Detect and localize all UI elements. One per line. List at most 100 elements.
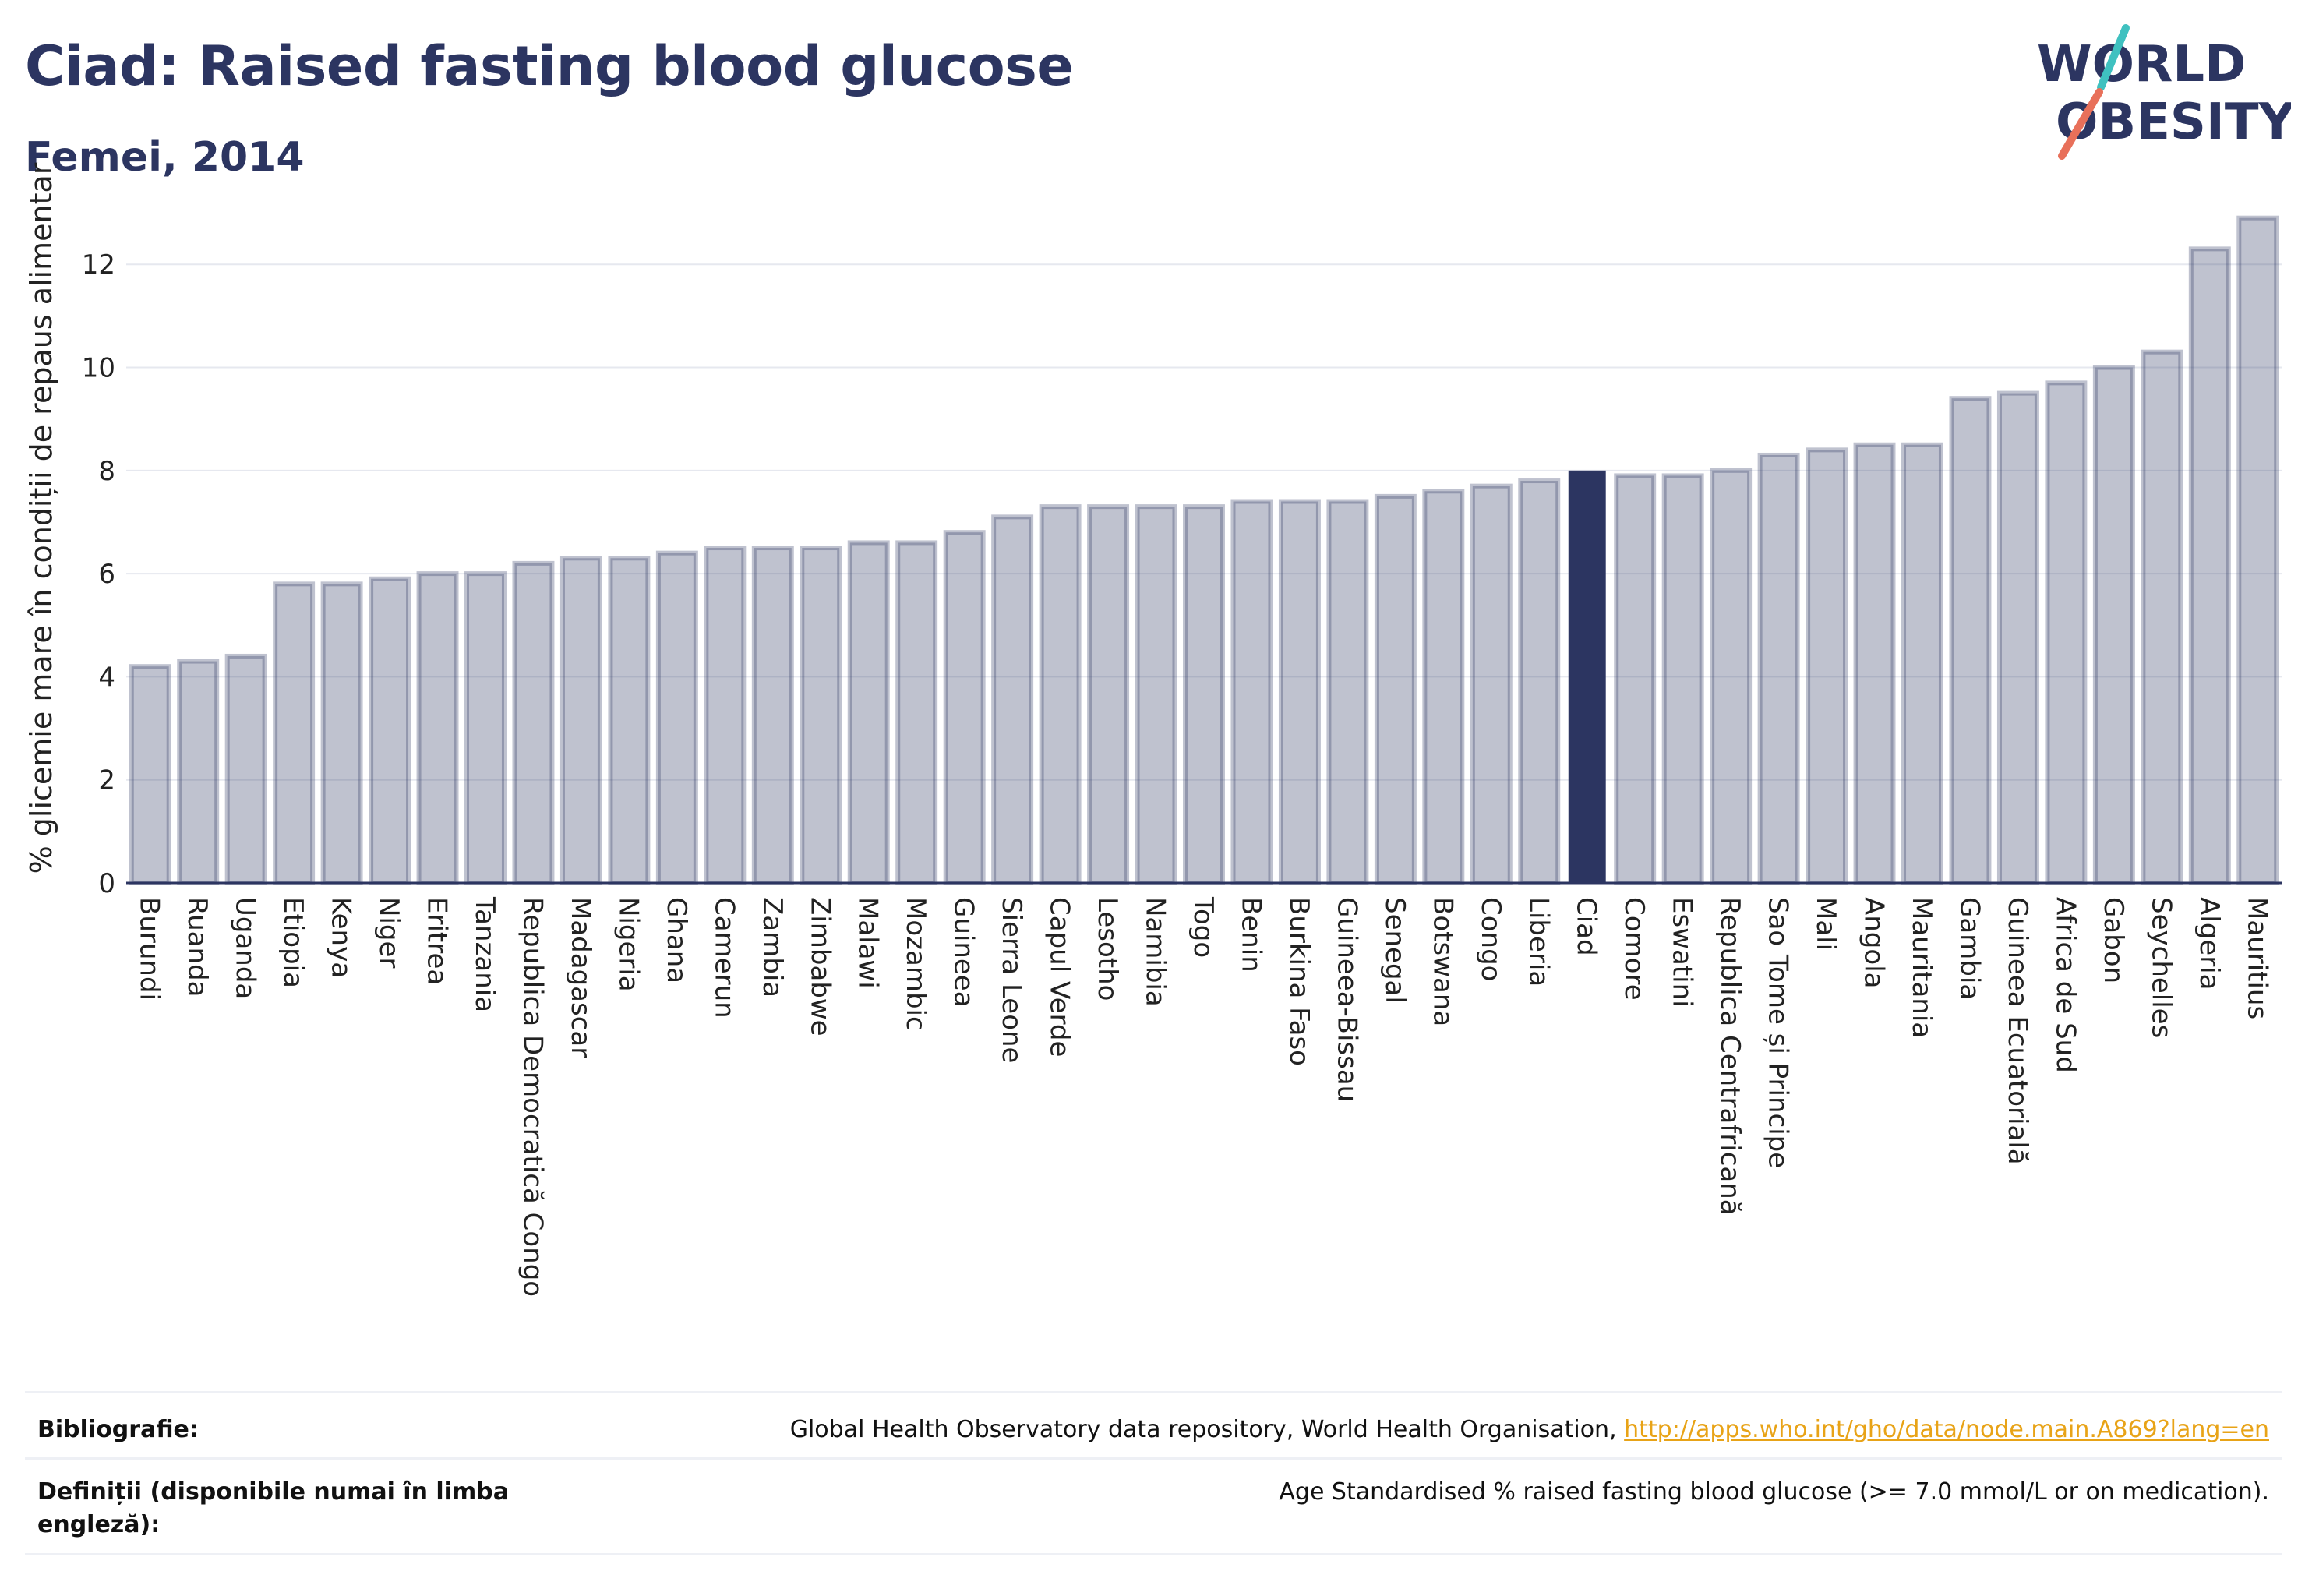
x-tick-label: Botswana — [1427, 897, 1458, 1026]
x-tick-label: Namibia — [1140, 897, 1171, 1007]
x-tick-label: Nigeria — [612, 897, 644, 992]
bar — [1949, 396, 1992, 885]
x-tick-label: Burkina Faso — [1283, 897, 1315, 1066]
x-tick-label: Algeria — [2194, 897, 2225, 990]
x-tick-label: Eritrea — [422, 897, 453, 985]
x-tick-label: Togo — [1188, 896, 1219, 958]
chart-title: Ciad: Raised fasting blood glucose — [25, 34, 1074, 98]
x-tick-label: Senegal — [1379, 897, 1410, 1004]
x-tick-label: Mauritania — [1906, 897, 1937, 1038]
x-tick-label: Kenya — [326, 897, 357, 978]
bars — [129, 215, 2279, 886]
axes: 0 2 4 6 8 10 12 Burundi Ruanda Uganda Etiopia Kenya… — [82, 249, 2282, 1297]
bar — [943, 530, 986, 885]
bar — [2236, 215, 2279, 885]
bibliography-link[interactable]: http://apps.who.int/gho/data/node.main.A… — [1624, 1416, 2269, 1443]
bar — [991, 514, 1034, 885]
bar — [751, 546, 794, 885]
bar — [1374, 493, 1417, 886]
definitions-label: Definiții (disponibile numai în limba en… — [37, 1478, 509, 1538]
world-obesity-logo: WORLD OBESITY — [2037, 24, 2291, 160]
footer-divider — [25, 1553, 2282, 1555]
logo-line1: WORLD — [2037, 36, 2246, 94]
bar — [320, 581, 363, 886]
bar — [1996, 390, 2039, 885]
logo-slash-top — [2097, 24, 2130, 91]
bibliography-label: Bibliografie: — [37, 1416, 199, 1443]
x-tick-label: Guineea-Bissau — [1331, 897, 1362, 1102]
x-tick-label: Burundi — [134, 897, 165, 1001]
bar — [2045, 380, 2088, 885]
bar — [2141, 349, 2183, 885]
bar — [800, 546, 842, 885]
x-tick-label: Madagascar — [565, 897, 596, 1058]
x-tick-label: Seychelles — [2145, 897, 2176, 1038]
x-tick-label: Republica Centrafricană — [1714, 897, 1746, 1216]
y-tick-label: 10 — [82, 353, 115, 384]
bar — [1518, 478, 1561, 885]
bar — [1614, 473, 1657, 885]
bar — [224, 653, 267, 885]
bar — [1901, 442, 1943, 885]
bar — [129, 664, 171, 886]
x-tick-label: Angola — [1858, 897, 1890, 988]
x-tick-label: Mali — [1810, 897, 1841, 951]
bar — [1757, 452, 1800, 885]
logo-slash-bottom — [2058, 88, 2103, 160]
x-tick-label: Eswatini — [1667, 897, 1698, 1008]
bar — [1135, 504, 1177, 885]
x-tick-label: Ghana — [661, 897, 692, 983]
x-tick-label: Capul Verde — [1044, 897, 1075, 1057]
bar — [1470, 483, 1513, 885]
x-tick-label: Niger — [373, 897, 404, 968]
bar — [1087, 504, 1130, 885]
bar — [1806, 447, 1848, 885]
bar — [608, 556, 651, 885]
x-tick-label: Zambia — [757, 897, 788, 998]
bar — [895, 540, 938, 886]
bar — [1326, 499, 1369, 886]
x-tick-label: Uganda — [230, 897, 261, 999]
x-tick-label: Mozambic — [900, 897, 931, 1031]
x-tick-label: Africa de Sud — [2049, 897, 2081, 1073]
bar — [464, 571, 507, 885]
bar — [847, 540, 890, 886]
y-axis-title: % glicemie mare în condiții de repaus al… — [24, 162, 58, 874]
grid-lines — [126, 263, 2282, 781]
bar — [416, 571, 459, 885]
bar — [273, 581, 316, 886]
footer-divider — [25, 1457, 2282, 1460]
bar — [1661, 473, 1704, 885]
bar — [655, 550, 698, 885]
x-tick-label: Mauritius — [2241, 897, 2272, 1019]
bar-highlighted — [1568, 470, 1606, 883]
bar — [177, 659, 220, 886]
x-tick-label: Ruanda — [182, 897, 213, 997]
bar — [1278, 499, 1321, 886]
bar — [1853, 442, 1896, 885]
definitions-value: Age Standardised % raised fasting blood … — [1279, 1478, 2269, 1506]
x-tick-label: Guineea Ecuatorială — [2002, 897, 2033, 1165]
bar — [2188, 246, 2231, 885]
x-tick-label: Etiopia — [277, 897, 309, 988]
bar — [1422, 489, 1465, 885]
bar-chart: 0 2 4 6 8 10 12 Burundi Ruanda Uganda Etiopia Kenya… — [24, 162, 2282, 1297]
x-tick-label: Comore — [1618, 897, 1650, 1001]
x-tick-label: Liberia — [1523, 897, 1554, 987]
x-tick-label: Guineea — [948, 897, 980, 1008]
bar — [1230, 499, 1273, 886]
x-tick-label: Sao Tome și Principe — [1763, 897, 1794, 1168]
bar — [1183, 504, 1225, 885]
bibliography-text: Global Health Observatory data repositor… — [789, 1416, 1625, 1443]
x-tick-label: Gambia — [1954, 897, 1985, 1000]
y-tick-label: 12 — [82, 249, 115, 281]
x-tick-label: Sierra Leone — [996, 897, 1027, 1063]
x-tick-label: Lesotho — [1092, 897, 1123, 1001]
bar — [559, 556, 602, 885]
x-tick-label: Zimbabwe — [804, 897, 835, 1036]
y-tick-label: 4 — [98, 662, 115, 693]
y-tick-label: 0 — [98, 868, 115, 899]
x-tick-label: Tanzania — [469, 896, 500, 1012]
footer-divider — [25, 1391, 2282, 1393]
bar — [1710, 468, 1753, 885]
